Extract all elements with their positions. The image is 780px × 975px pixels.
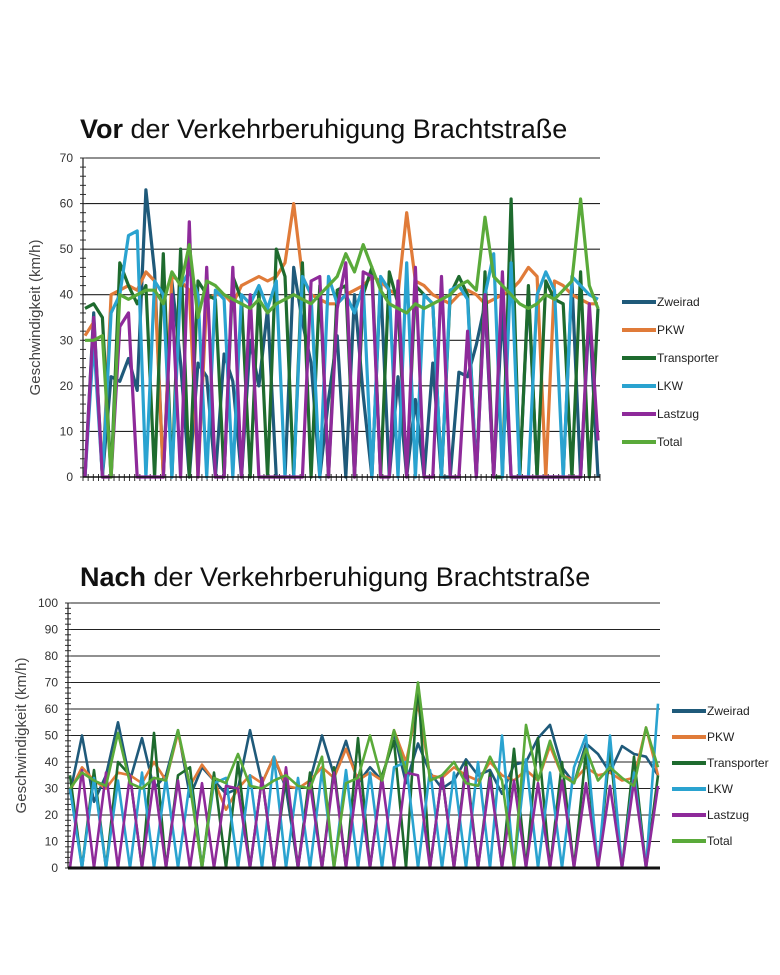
series-line-total [68, 681, 660, 870]
y-tick-label: 0 [66, 470, 73, 484]
legend-label-pkw: PKW [657, 323, 685, 337]
y-tick-label: 20 [60, 379, 74, 393]
y-tick-label: 60 [60, 197, 74, 211]
chart-title-before: Vor der Verkehrberuhigung Brachtstraße [80, 114, 567, 145]
y-tick-label: 30 [60, 333, 74, 347]
legend-label-zweirad: Zweirad [707, 704, 750, 718]
y-tick-label: 50 [45, 729, 59, 743]
y-tick-label: 70 [45, 676, 59, 690]
legend-label-lkw: LKW [657, 379, 684, 393]
y-tick-label: 80 [45, 649, 59, 663]
title-rest-after: der Verkehrberuhigung Brachtstraße [146, 562, 591, 592]
y-tick-label: 10 [45, 835, 59, 849]
y-axis-label: Geschwindigkeit (km/h) [27, 240, 44, 396]
chart-before: 0 10 20 30 40 50 60 70 Geschwindigkeit (km/h) Zwe… [27, 151, 719, 484]
legend-label-total: Total [657, 435, 682, 449]
legend-label-total: Total [707, 834, 732, 848]
series-line-lastzug [68, 765, 660, 870]
y-tick-label: 0 [51, 861, 58, 875]
y-tick-label: 60 [45, 702, 59, 716]
legend-label-zweirad: Zweirad [657, 295, 700, 309]
title-bold-before: Vor [80, 114, 124, 144]
chart-title-after: Nach der Verkehrberuhigung Brachtstraße [80, 562, 590, 593]
y-tick-label: 100 [38, 596, 58, 610]
y-tick-label: 40 [45, 755, 59, 769]
y-tick-label: 20 [45, 808, 59, 822]
title-rest-before: der Verkehrberuhigung Brachtstraße [123, 114, 568, 144]
legend-label-lastzug: Lastzug [657, 407, 699, 421]
title-bold-after: Nach [80, 562, 147, 592]
series-line-total [85, 197, 600, 479]
legend-label-lastzug: Lastzug [707, 808, 749, 822]
y-tick-label: 10 [60, 424, 74, 438]
y-tick-label: 50 [60, 242, 74, 256]
legend-label-transporter: Transporter [707, 756, 769, 770]
chart-after: 0 10 20 30 40 50 60 70 80 90 100 Geschwindigkeit (k… [13, 596, 769, 875]
legend-label-transporter: Transporter [657, 351, 719, 365]
legend-label-lkw: LKW [707, 782, 734, 796]
y-axis-label: Geschwindigkeit (km/h) [13, 658, 30, 814]
legend-label-pkw: PKW [707, 730, 735, 744]
y-tick-label: 40 [60, 288, 74, 302]
y-tick-label: 30 [45, 782, 59, 796]
y-tick-label: 90 [45, 623, 59, 637]
y-tick-label: 70 [60, 151, 74, 165]
